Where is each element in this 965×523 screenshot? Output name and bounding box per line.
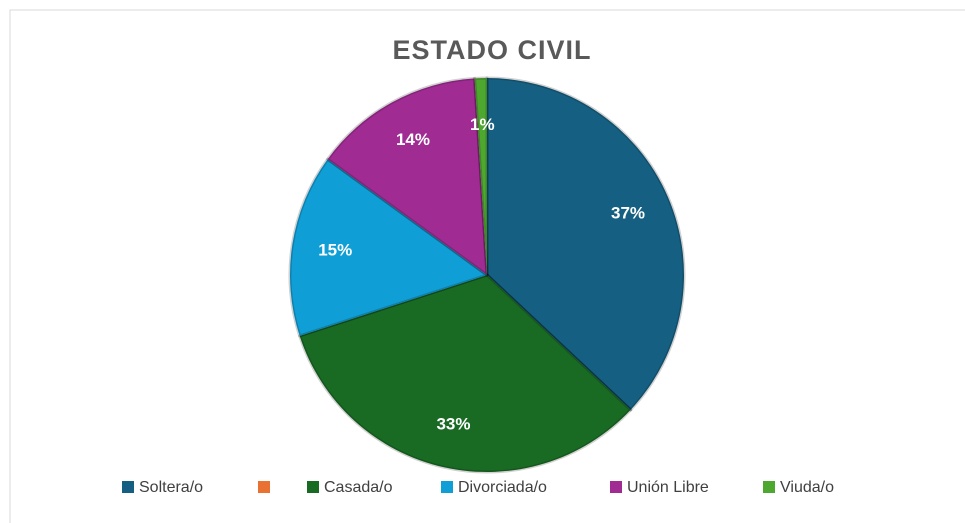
pie-slice bbox=[485, 76, 686, 412]
legend-label: Soltera/o bbox=[139, 479, 203, 496]
pie-slice bbox=[326, 76, 489, 277]
data-label: 15% bbox=[318, 240, 352, 259]
data-label: 37% bbox=[611, 203, 645, 222]
data-label: 1% bbox=[470, 115, 495, 134]
legend-swatch bbox=[122, 481, 134, 493]
legend-swatch bbox=[763, 481, 775, 493]
pie-slice bbox=[298, 273, 633, 474]
legend-swatch bbox=[441, 481, 453, 493]
legend-label: Casada/o bbox=[324, 479, 393, 496]
legend-swatch bbox=[610, 481, 622, 493]
legend-label: Unión Libre bbox=[627, 479, 709, 496]
legend-swatch bbox=[307, 481, 319, 493]
legend-label: Divorciada/o bbox=[458, 479, 547, 496]
data-label: 33% bbox=[436, 414, 470, 433]
pie-slice bbox=[485, 273, 633, 412]
chart-title: ESTADO CIVIL bbox=[392, 35, 591, 65]
legend-label: Viuda/o bbox=[780, 479, 834, 496]
data-label: 14% bbox=[396, 130, 430, 149]
legend-swatch bbox=[258, 481, 270, 493]
pie-slice bbox=[288, 157, 489, 338]
pie-slice bbox=[473, 76, 489, 277]
